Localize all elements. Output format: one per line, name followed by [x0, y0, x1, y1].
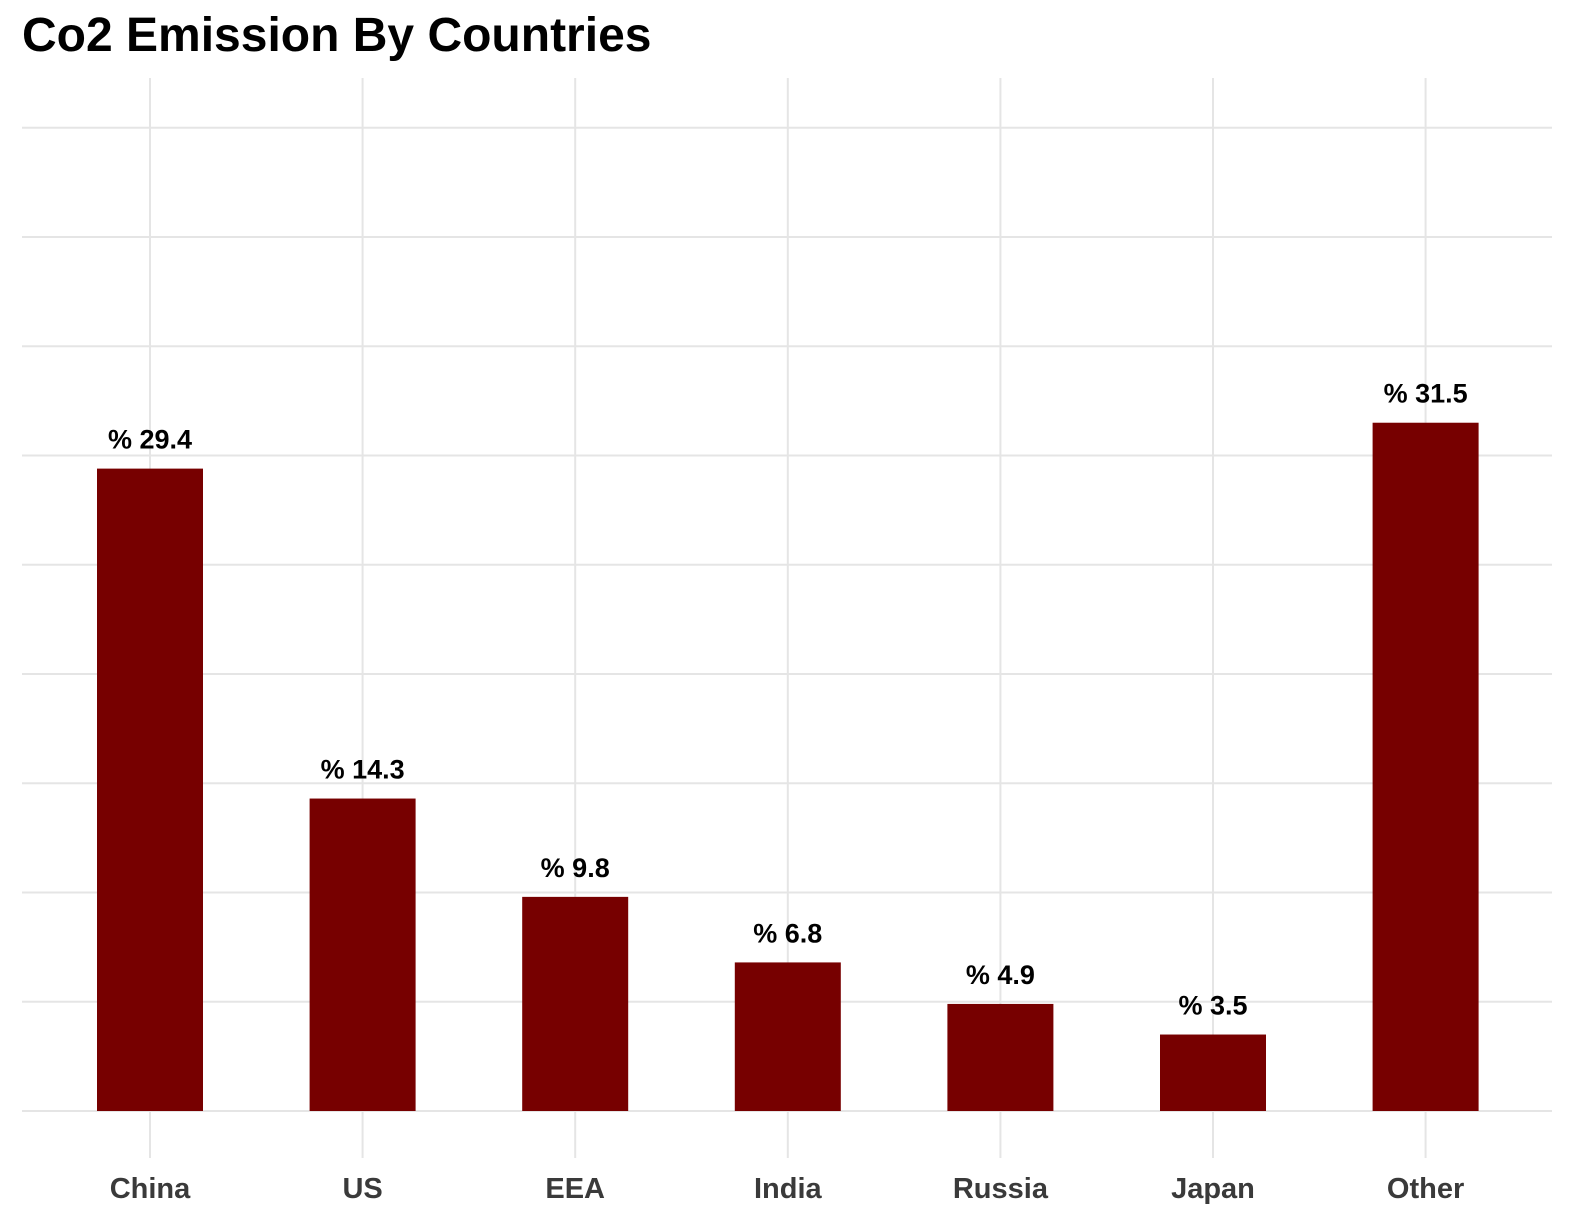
x-tick-label-china: China — [110, 1173, 191, 1205]
x-axis-tick-labels: China US EEA India Russia Japan Other — [110, 1173, 1465, 1205]
bar-china — [97, 468, 203, 1111]
data-label-other: % 31.5 — [1384, 379, 1468, 409]
data-label-us: % 14.3 — [321, 755, 405, 785]
bar-eea — [522, 896, 629, 1111]
bar-india — [734, 962, 841, 1111]
chart-title: Co2 Emission By Countries — [22, 9, 652, 62]
x-tick-label-russia: Russia — [953, 1173, 1049, 1205]
x-tick-label-eea: EEA — [545, 1173, 605, 1205]
x-tick-label-japan: Japan — [1171, 1173, 1255, 1205]
bar-other — [1372, 422, 1479, 1112]
data-label-china: % 29.4 — [108, 425, 192, 455]
bar-japan — [1160, 1034, 1266, 1111]
data-label-japan: % 3.5 — [1178, 991, 1247, 1021]
data-label-eea: % 9.8 — [541, 853, 610, 883]
bar-us — [309, 798, 416, 1111]
data-labels: % 29.4 % 14.3 % 9.8 % 6.8 % 4.9 % 3.5 % 31.5 — [108, 379, 1468, 1021]
x-tick-label-india: India — [754, 1173, 823, 1205]
x-tick-label-us: US — [342, 1173, 382, 1205]
x-tick-label-other: Other — [1387, 1173, 1464, 1205]
data-label-india: % 6.8 — [753, 918, 822, 948]
data-label-russia: % 4.9 — [966, 960, 1035, 990]
bars — [97, 422, 1479, 1112]
bar-russia — [947, 1003, 1054, 1111]
